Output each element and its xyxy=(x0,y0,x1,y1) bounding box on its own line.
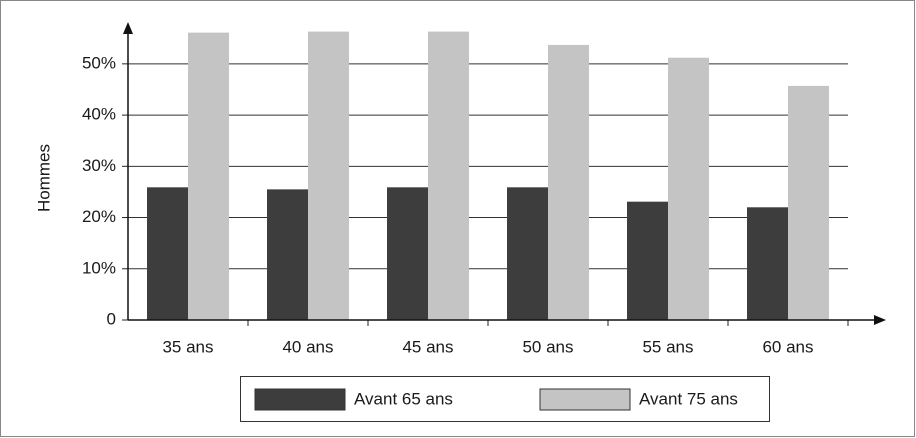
y-tick-label: 20% xyxy=(82,207,116,226)
bar xyxy=(548,44,589,320)
legend-label: Avant 65 ans xyxy=(354,389,453,408)
y-tick-label: 40% xyxy=(82,105,116,124)
y-axis-arrow xyxy=(123,22,133,34)
legend-swatch xyxy=(539,388,631,411)
bar xyxy=(507,187,548,320)
y-axis-label: Hommes xyxy=(34,144,53,212)
bar xyxy=(387,187,428,320)
y-tick-label: 10% xyxy=(82,258,116,277)
y-tick-label: 0 xyxy=(107,309,116,328)
x-tick-label: 45 ans xyxy=(402,337,453,356)
bar xyxy=(627,201,668,320)
bar xyxy=(267,189,308,320)
bar xyxy=(428,31,469,320)
bar xyxy=(788,85,829,320)
bar xyxy=(668,57,709,320)
x-tick-label: 60 ans xyxy=(762,337,813,356)
bar xyxy=(188,32,229,320)
bar xyxy=(147,187,188,320)
x-tick-label: 35 ans xyxy=(162,337,213,356)
bar xyxy=(308,31,349,320)
legend-swatch xyxy=(254,388,346,411)
x-tick-label: 55 ans xyxy=(642,337,693,356)
x-tick-label: 50 ans xyxy=(522,337,573,356)
x-tick-label: 40 ans xyxy=(282,337,333,356)
y-tick-label: 30% xyxy=(82,156,116,175)
y-tick-label: 50% xyxy=(82,53,116,72)
legend-label: Avant 75 ans xyxy=(639,389,738,408)
bar xyxy=(747,207,788,320)
x-axis-arrow xyxy=(874,315,886,325)
